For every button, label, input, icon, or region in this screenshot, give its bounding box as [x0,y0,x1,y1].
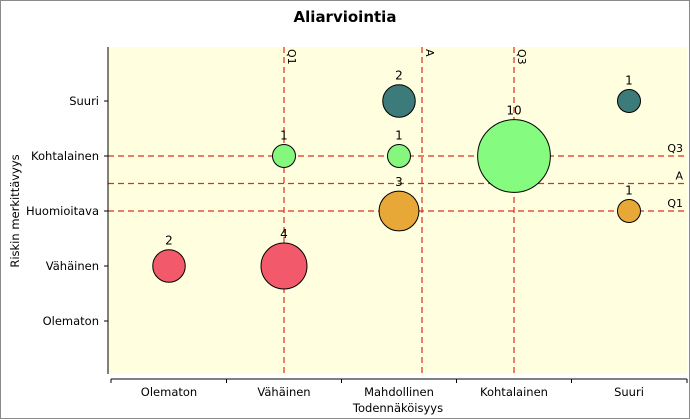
bubble [477,119,551,193]
y-tick-label: Huomioitava [26,204,99,218]
bubbles: 10 4 3 2 2 1 1 1 1 [152,69,641,290]
bubble [152,249,186,283]
bubble [272,144,296,168]
x-tick-label: Mahdollinen [364,385,434,399]
y-tick-label: Suuri [69,94,99,108]
chart-title: Aliarviointia [294,8,397,26]
y-tick-label: Olematon [43,314,99,328]
bubble-value-label: 1 [280,129,288,143]
horizontal-reference-label: A [675,170,683,183]
vertical-reference-label: A [423,49,436,57]
bubble [378,190,420,232]
bubble-value-label: 1 [625,74,633,88]
vertical-reference-label: Q3 [515,49,528,65]
bubble-value-label: 2 [165,234,173,248]
bubble-value-label: 1 [395,129,403,143]
vertical-reference-label: Q1 [285,49,298,65]
x-tick-label: Olematon [141,385,197,399]
bubble-value-label: 2 [395,69,403,83]
bubble-value-label: 3 [395,175,403,189]
bubble-value-label: 10 [506,104,521,118]
bubble-value-label: 4 [280,227,288,241]
bubble [617,199,641,223]
x-tick-label: Kohtalainen [480,385,548,399]
x-tick-label: Suuri [614,385,644,399]
bubble [387,144,411,168]
reference-lines: Q1 A Q3 Q3 A Q1 [108,47,687,374]
bubble-value-label: 1 [625,184,633,198]
bubble [617,89,641,113]
x-tick-label: Vähäinen [257,385,310,399]
horizontal-reference-label: Q1 [667,197,683,210]
bubble [382,84,416,118]
bubble [260,242,308,290]
y-axis-label: Riskin merkittävyys [8,154,22,267]
axes: Olematon Vähäinen Huomioitava Kohtalainen Su… [26,47,688,399]
y-tick-label: Kohtalainen [31,149,99,163]
horizontal-reference-label: Q3 [667,142,683,155]
x-axis-label: Todennäköisyys [352,401,443,415]
y-tick-label: Vähäinen [46,259,99,273]
